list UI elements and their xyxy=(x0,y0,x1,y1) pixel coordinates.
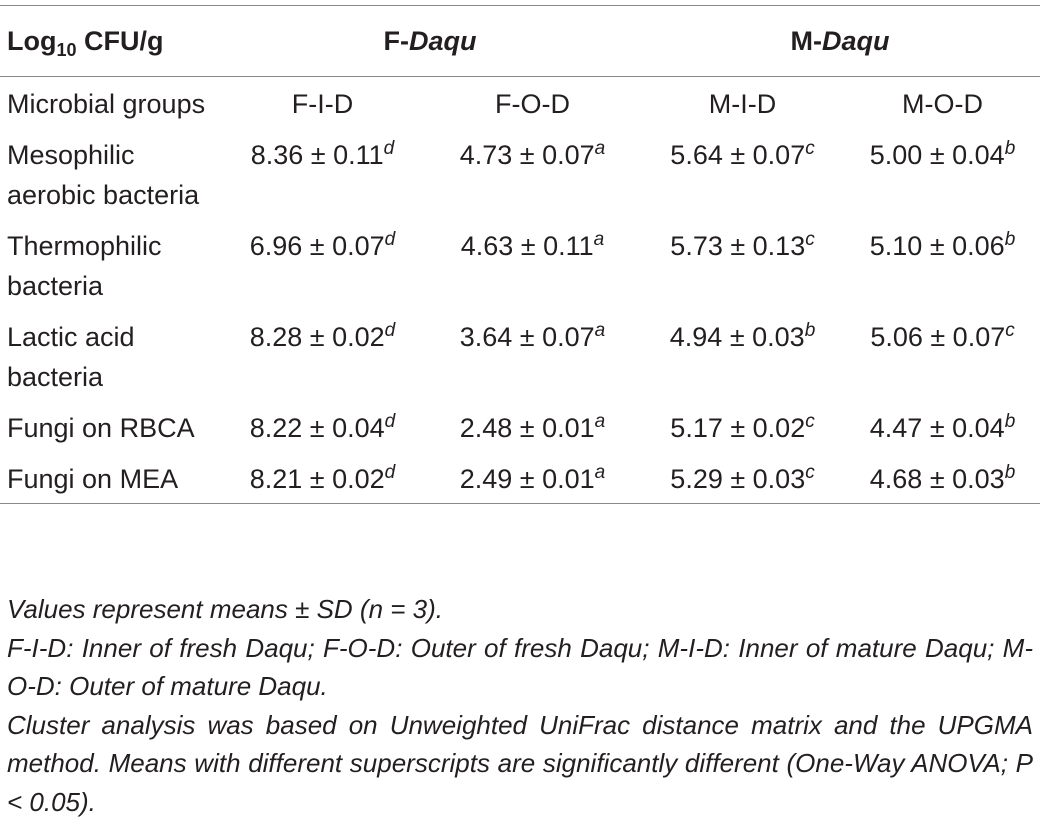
data-cell: 5.73 ± 0.13c xyxy=(640,219,845,310)
data-cell: 4.94 ± 0.03b xyxy=(640,310,845,401)
cell-value: 5.00 ± 0.04 xyxy=(870,140,1005,170)
footnotes: Values represent means ± SD (n = 3).F-I-… xyxy=(7,590,1033,821)
row-label: Fungi on RBCA xyxy=(0,401,220,452)
column-header: F-O-D xyxy=(425,77,640,129)
cell-superscript: d xyxy=(385,229,396,250)
column-label: Microbial groups xyxy=(0,77,220,129)
cell-superscript: c xyxy=(805,229,815,250)
cell-superscript: b xyxy=(805,320,816,341)
row-label: Lactic acid bacteria xyxy=(0,310,220,401)
cell-superscript: a xyxy=(595,411,606,432)
cell-superscript: b xyxy=(1005,138,1016,159)
row-label: Fungi on MEA xyxy=(0,452,220,504)
row-label: Mesophilic aerobic bacteria xyxy=(0,128,220,219)
cell-superscript: d xyxy=(385,411,396,432)
cell-value: 5.10 ± 0.06 xyxy=(870,231,1005,261)
cell-value: 8.28 ± 0.02 xyxy=(250,322,385,352)
cell-superscript: a xyxy=(595,462,606,483)
group-header: F-Daqu xyxy=(220,6,640,77)
cell-value: 4.68 ± 0.03 xyxy=(870,464,1005,494)
cell-value: 8.22 ± 0.04 xyxy=(250,413,385,443)
data-cell: 5.00 ± 0.04b xyxy=(845,128,1040,219)
group-prefix: F- xyxy=(384,26,409,56)
unit-text: Log xyxy=(7,26,56,56)
data-cell: 3.64 ± 0.07a xyxy=(425,310,640,401)
data-cell: 2.48 ± 0.01a xyxy=(425,401,640,452)
data-cell: 4.63 ± 0.11a xyxy=(425,219,640,310)
cell-value: 8.36 ± 0.11 xyxy=(251,140,384,170)
data-cell: 8.21 ± 0.02d xyxy=(220,452,425,504)
cell-value: 4.73 ± 0.07 xyxy=(460,140,595,170)
data-cell: 5.06 ± 0.07c xyxy=(845,310,1040,401)
footnote: Cluster analysis was based on Unweighted… xyxy=(7,706,1033,821)
data-cell: 6.96 ± 0.07d xyxy=(220,219,425,310)
cell-superscript: a xyxy=(595,138,606,159)
data-cell: 2.49 ± 0.01a xyxy=(425,452,640,504)
cell-superscript: b xyxy=(1005,411,1016,432)
unit-subscript: 10 xyxy=(56,40,76,60)
group-italic: Daqu xyxy=(822,26,890,56)
unit-text: CFU/g xyxy=(77,26,164,56)
group-prefix: M- xyxy=(791,26,822,56)
cell-superscript: c xyxy=(805,138,815,159)
cell-superscript: b xyxy=(1005,462,1016,483)
cell-superscript: d xyxy=(385,320,396,341)
cell-value: 5.29 ± 0.03 xyxy=(670,464,805,494)
cell-value: 4.63 ± 0.11 xyxy=(461,231,594,261)
cell-value: 4.47 ± 0.04 xyxy=(870,413,1005,443)
cell-superscript: a xyxy=(594,229,605,250)
cell-value: 4.94 ± 0.03 xyxy=(670,322,805,352)
footnote: F-I-D: Inner of fresh Daqu; F-O-D: Outer… xyxy=(7,629,1033,706)
data-cell: 5.29 ± 0.03c xyxy=(640,452,845,504)
cell-superscript: b xyxy=(1005,229,1016,250)
data-cell: 4.73 ± 0.07a xyxy=(425,128,640,219)
cell-superscript: c xyxy=(1005,320,1015,341)
cell-value: 6.96 ± 0.07 xyxy=(250,231,385,261)
cell-superscript: d xyxy=(384,138,395,159)
cell-value: 3.64 ± 0.07 xyxy=(460,322,595,352)
cell-value: 2.48 ± 0.01 xyxy=(460,413,595,443)
group-italic: Daqu xyxy=(409,26,477,56)
data-cell: 8.36 ± 0.11d xyxy=(220,128,425,219)
column-header: M-O-D xyxy=(845,77,1040,129)
cell-value: 5.06 ± 0.07 xyxy=(870,322,1005,352)
data-cell: 5.10 ± 0.06b xyxy=(845,219,1040,310)
unit-header: Log10 CFU/g xyxy=(0,6,220,77)
cell-superscript: c xyxy=(805,462,815,483)
data-cell: 4.47 ± 0.04b xyxy=(845,401,1040,452)
cell-value: 8.21 ± 0.02 xyxy=(250,464,385,494)
data-cell: 5.17 ± 0.02c xyxy=(640,401,845,452)
cell-value: 5.17 ± 0.02 xyxy=(670,413,805,443)
cell-value: 5.73 ± 0.13 xyxy=(670,231,805,261)
row-label: Thermophilic bacteria xyxy=(0,219,220,310)
group-header: M-Daqu xyxy=(640,6,1040,77)
cell-superscript: d xyxy=(385,462,396,483)
column-header: M-I-D xyxy=(640,77,845,129)
cell-value: 2.49 ± 0.01 xyxy=(460,464,595,494)
column-header: F-I-D xyxy=(220,77,425,129)
footnote: Values represent means ± SD (n = 3). xyxy=(7,590,1033,629)
data-cell: 5.64 ± 0.07c xyxy=(640,128,845,219)
data-cell: 4.68 ± 0.03b xyxy=(845,452,1040,504)
data-cell: 8.22 ± 0.04d xyxy=(220,401,425,452)
cell-value: 5.64 ± 0.07 xyxy=(670,140,805,170)
cell-superscript: a xyxy=(595,320,606,341)
data-cell: 8.28 ± 0.02d xyxy=(220,310,425,401)
cell-superscript: c xyxy=(805,411,815,432)
